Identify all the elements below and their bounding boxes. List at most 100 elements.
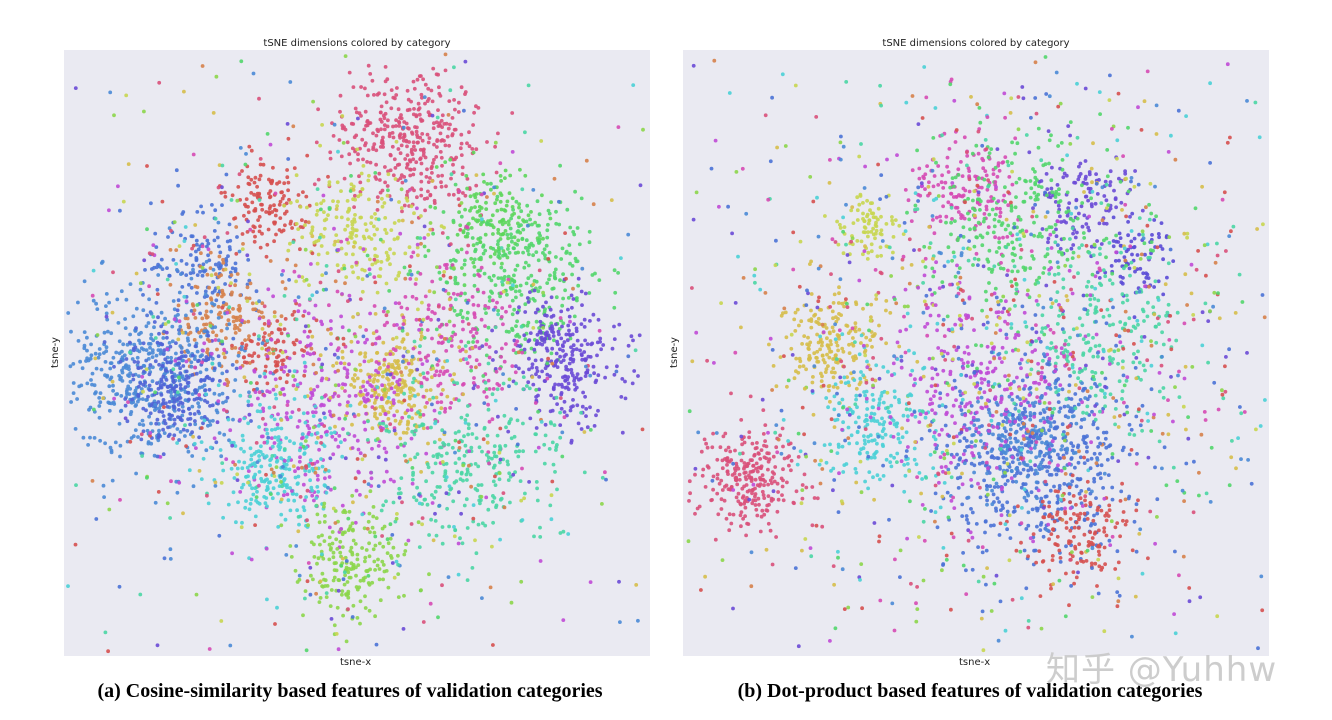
scatter-point [363, 351, 368, 356]
scatter-point [333, 239, 338, 244]
scatter-point [162, 418, 167, 423]
scatter-point [412, 211, 416, 216]
scatter-point [505, 280, 510, 285]
scatter-point [213, 262, 218, 267]
scatter-point [392, 401, 396, 406]
scatter-point [573, 387, 578, 392]
scatter-point [586, 354, 591, 359]
scatter-point [334, 537, 339, 542]
scatter-point [357, 111, 362, 116]
scatter-point [153, 390, 157, 395]
scatter-point [332, 568, 337, 572]
scatter-point [331, 452, 336, 457]
scatter-point [496, 227, 501, 232]
scatter-point [95, 307, 100, 311]
scatter-point [111, 383, 115, 388]
scatter-point [422, 224, 427, 229]
scatter-point [334, 215, 339, 220]
scatter-point [352, 240, 357, 245]
scatter-point [248, 501, 253, 506]
scatter-point [387, 429, 391, 434]
scatter-point [545, 313, 549, 318]
scatter-point [430, 179, 435, 183]
scatter-point [242, 460, 247, 465]
scatter-point [184, 369, 189, 374]
scatter-point [230, 363, 235, 367]
scatter-point [588, 405, 592, 410]
scatter-point [491, 387, 496, 391]
scatter-point [306, 561, 311, 565]
scatter-point [365, 160, 369, 164]
scatter-point [571, 404, 575, 408]
scatter-point [447, 99, 452, 103]
scatter-point [293, 263, 298, 268]
scatter-point [373, 341, 378, 346]
scatter-point [397, 495, 402, 500]
scatter-point [201, 262, 206, 267]
scatter-point [159, 379, 164, 384]
scatter-point [591, 202, 596, 207]
scatter-point [592, 424, 597, 428]
scatter-point [149, 421, 153, 426]
scatter-point [230, 290, 234, 295]
scatter-point [140, 454, 144, 458]
scatter-point [316, 177, 321, 182]
scatter-point [346, 299, 350, 303]
scatter-point [514, 295, 518, 300]
scatter-point [487, 299, 492, 303]
scatter-point [564, 352, 568, 357]
scatter-point [192, 308, 197, 313]
scatter-point [260, 341, 265, 346]
scatter-point [508, 173, 513, 178]
scatter-point [504, 309, 508, 314]
scatter-point [231, 319, 236, 324]
scatter-point [139, 365, 143, 370]
scatter-point [315, 485, 320, 489]
scatter-point [381, 374, 385, 379]
scatter-point [481, 374, 486, 378]
scatter-point [484, 311, 488, 315]
scatter-point [339, 154, 344, 159]
scatter-point [400, 209, 404, 214]
scatter-point [588, 373, 593, 378]
scatter-point [499, 207, 504, 212]
scatter-point [588, 319, 592, 323]
scatter-point [463, 344, 468, 348]
scatter-point [293, 568, 298, 573]
scatter-point [500, 261, 504, 266]
scatter-point [253, 390, 258, 394]
scatter-point [197, 404, 202, 409]
scatter-point [487, 419, 492, 424]
scatter-point [364, 494, 369, 499]
scatter-point [405, 144, 409, 149]
scatter-point [332, 242, 337, 247]
scatter-point [277, 327, 282, 332]
scatter-point [439, 224, 444, 229]
scatter-point [419, 330, 423, 335]
scatter-point [626, 232, 631, 237]
scatter-point [435, 138, 440, 142]
scatter-point [458, 477, 463, 481]
scatter-point [499, 276, 504, 280]
scatter-point [331, 506, 336, 511]
scatter-point [209, 351, 214, 356]
scatter-point [354, 234, 359, 238]
scatter-point [566, 381, 571, 386]
scatter-point [412, 432, 417, 437]
scatter-point [439, 392, 444, 397]
scatter-point [178, 233, 183, 238]
scatter-point [791, 500, 796, 505]
scatter-point [693, 511, 697, 516]
scatter-point [519, 498, 524, 503]
scatter-point [447, 297, 452, 302]
scatter-point [506, 274, 511, 279]
scatter-point [204, 367, 209, 372]
scatter-point [702, 437, 707, 442]
scatter-point [419, 187, 424, 192]
scatter-point [370, 78, 375, 83]
scatter-point [406, 272, 411, 277]
scatter-point [400, 218, 405, 223]
scatter-point [82, 279, 87, 284]
scatter-point [276, 435, 281, 439]
scatter-point [781, 467, 785, 472]
